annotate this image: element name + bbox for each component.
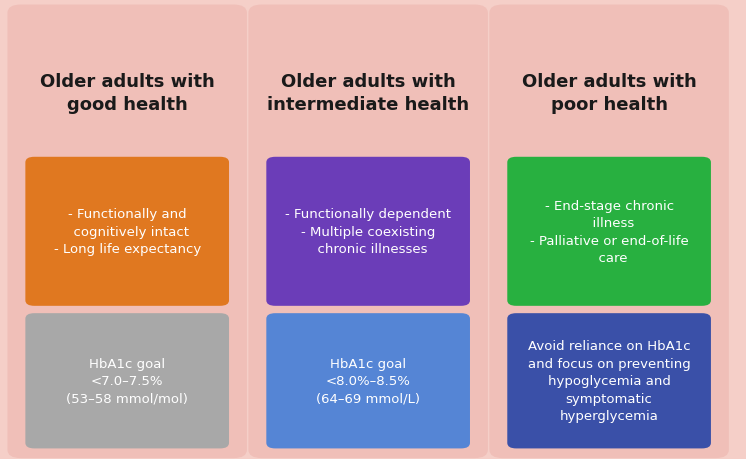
FancyBboxPatch shape (507, 313, 711, 448)
Text: HbA1c goal
<7.0–7.5%
(53–58 mmol/mol): HbA1c goal <7.0–7.5% (53–58 mmol/mol) (66, 357, 188, 405)
Text: Older adults with
poor health: Older adults with poor health (521, 73, 697, 113)
Text: - Functionally and
  cognitively intact
- Long life expectancy: - Functionally and cognitively intact - … (54, 208, 201, 256)
FancyBboxPatch shape (266, 313, 470, 448)
Text: Avoid reliance on HbA1c
and focus on preventing
hypoglycemia and
symptomatic
hyp: Avoid reliance on HbA1c and focus on pre… (527, 340, 691, 422)
FancyBboxPatch shape (507, 157, 711, 306)
FancyBboxPatch shape (248, 6, 488, 458)
FancyBboxPatch shape (266, 157, 470, 306)
Text: HbA1c goal
<8.0%–8.5%
(64–69 mmol/L): HbA1c goal <8.0%–8.5% (64–69 mmol/L) (316, 357, 420, 405)
FancyBboxPatch shape (25, 157, 229, 306)
Text: - End-stage chronic
  illness
- Palliative or end-of-life
  care: - End-stage chronic illness - Palliative… (530, 199, 689, 264)
Text: Older adults with
good health: Older adults with good health (40, 73, 215, 113)
Text: - Functionally dependent
- Multiple coexisting
  chronic illnesses: - Functionally dependent - Multiple coex… (285, 208, 451, 256)
FancyBboxPatch shape (489, 6, 729, 458)
FancyBboxPatch shape (25, 313, 229, 448)
FancyBboxPatch shape (7, 6, 247, 458)
Text: Older adults with
intermediate health: Older adults with intermediate health (267, 73, 469, 113)
